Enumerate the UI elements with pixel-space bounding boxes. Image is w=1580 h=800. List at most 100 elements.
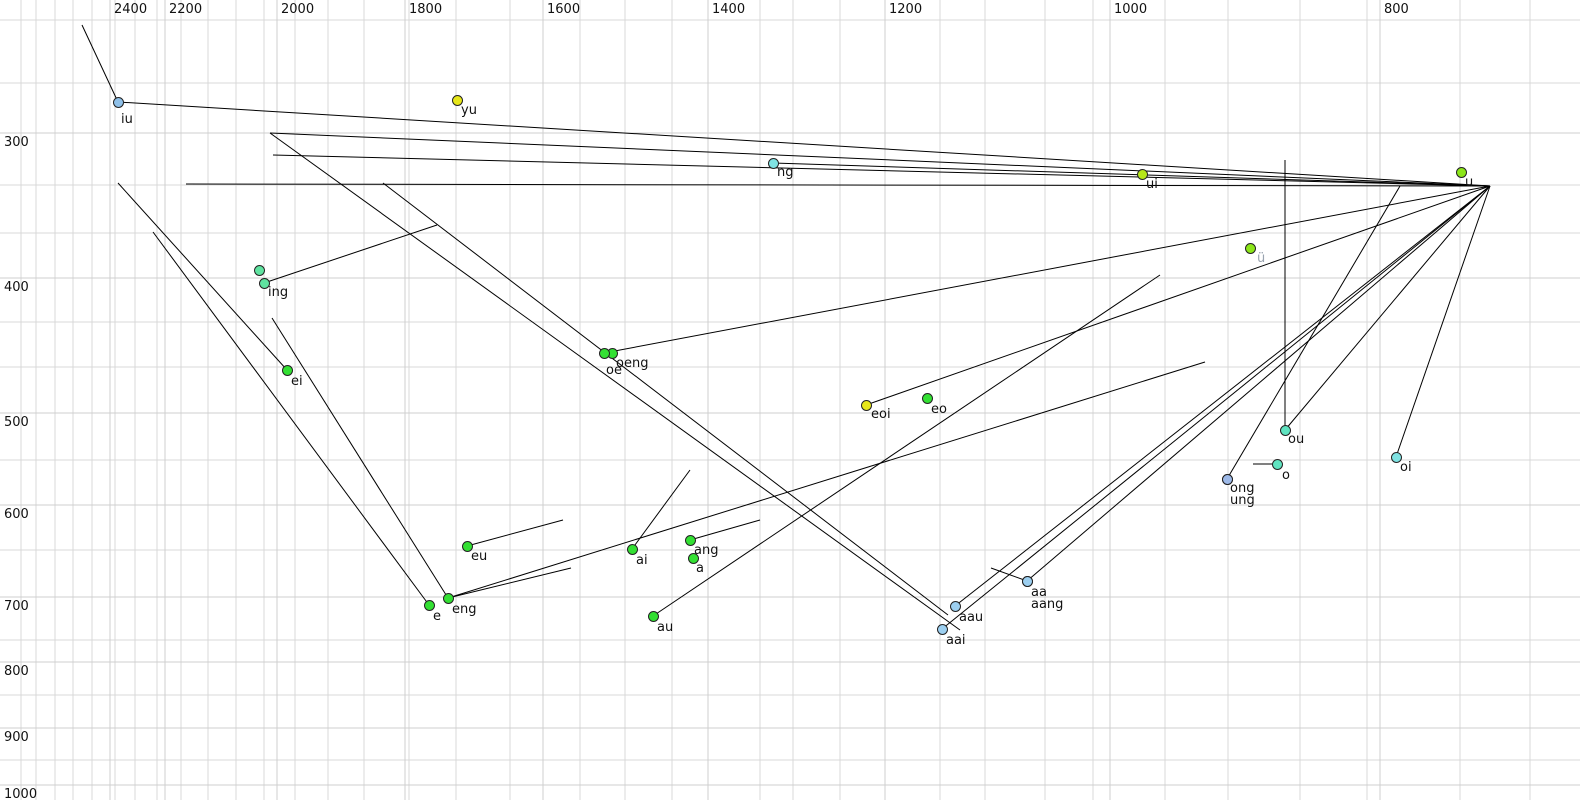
y-axis-tick-label: 800	[4, 664, 29, 679]
vowel-label-oe: oe	[606, 363, 622, 378]
vowel-label-aa: aa	[1031, 585, 1047, 600]
vowel-label-a: a	[696, 561, 704, 576]
vowel-label-ou: ou	[1288, 432, 1305, 447]
trajectory-line	[447, 361, 1206, 599]
vowel-point-eu[interactable]	[462, 541, 473, 552]
vowel-point-e[interactable]	[424, 600, 435, 611]
vowel-point-au[interactable]	[648, 611, 659, 622]
y-axis-tick-label: 900	[4, 730, 29, 745]
x-axis-tick-label: 800	[1384, 2, 1409, 17]
trajectory-line	[689, 519, 761, 541]
trajectory-line	[603, 185, 1491, 354]
x-axis-tick-label: 2400	[114, 2, 148, 17]
vowel-label-eu: eu	[471, 549, 488, 564]
vowel-point-oi[interactable]	[1391, 452, 1402, 463]
y-axis-tick-label: 400	[4, 280, 29, 295]
vowel-point-u[interactable]	[1456, 167, 1467, 178]
trajectory-line	[272, 154, 1491, 187]
trajectory-line	[185, 183, 1491, 187]
vowel-label-eoi: eoi	[871, 407, 891, 422]
vowel-label-ong: ong	[1230, 481, 1255, 496]
vowel-label-eo: eo	[931, 402, 947, 417]
trajectory-line	[652, 274, 1161, 617]
x-axis-tick-label: 1000	[1114, 2, 1148, 17]
vowel-point-eng[interactable]	[443, 593, 454, 604]
vowel-label-e: e	[433, 609, 441, 624]
vowel-point-ui[interactable]	[1137, 169, 1148, 180]
x-axis-tick-label: 1800	[409, 2, 443, 17]
trajectory-line	[81, 24, 1491, 187]
vowel-label-ng: ng	[777, 165, 794, 180]
trajectory-line	[1026, 185, 1491, 582]
trajectory-line	[772, 162, 1491, 187]
vowel-point-yu[interactable]	[452, 95, 463, 106]
vowel-label-aai: aai	[946, 633, 966, 648]
vowel-point[interactable]	[254, 265, 265, 276]
vowel-point-aang[interactable]	[1022, 576, 1033, 587]
trajectory-line	[1395, 185, 1491, 458]
trajectory-lines	[81, 24, 1491, 631]
trajectory-line	[941, 185, 1491, 630]
vowel-point-o[interactable]	[1272, 459, 1283, 470]
vowel-point-ai[interactable]	[627, 544, 638, 555]
trajectory-line	[1226, 185, 1401, 480]
trajectory-line	[954, 185, 1491, 607]
vowel-label-oi: oi	[1400, 460, 1412, 475]
y-axis-tick-label: 1000	[4, 787, 38, 800]
vowel-label-oeng: oeng	[616, 356, 649, 371]
vowel-label-aau: aau	[959, 610, 984, 625]
vowel-label-ang: ang	[694, 543, 719, 558]
x-axis-tick-label: 1600	[547, 2, 581, 17]
vowel-point-ei[interactable]	[282, 365, 293, 376]
trajectory-line	[263, 224, 438, 284]
vowel-label-ing: ing	[268, 285, 289, 300]
trajectory-line	[117, 182, 288, 371]
y-axis-tick-label: 600	[4, 507, 29, 522]
trajectory-line	[631, 469, 691, 550]
vowel-label-yu: yu	[461, 103, 477, 118]
y-axis-tick-label: 700	[4, 599, 29, 614]
vowel-point-ang[interactable]	[685, 535, 696, 546]
vowel-label-u: u	[1465, 175, 1474, 190]
y-axis-tick-label: 500	[4, 415, 29, 430]
vowel-label-ai: ai	[636, 553, 648, 568]
x-axis-tick-label: 2200	[169, 2, 203, 17]
trajectory-line	[865, 185, 1491, 406]
vowel-point-a[interactable]	[688, 553, 699, 564]
vowel-point-ung[interactable]	[1222, 474, 1233, 485]
y-axis-tick-label: 300	[4, 135, 29, 150]
trajectory-line	[269, 132, 1491, 187]
trajectory-line	[1284, 185, 1491, 431]
vowel-point-aau[interactable]	[950, 601, 961, 612]
vowel-label-ei: ei	[291, 374, 303, 389]
x-axis-tick-label: 2000	[281, 2, 315, 17]
trajectory-line	[382, 182, 949, 616]
trajectory-line	[447, 567, 572, 599]
vowel-label-o: o	[1282, 468, 1290, 483]
trajectory-line	[269, 132, 961, 631]
vowel-label-iu: iu	[121, 112, 133, 127]
vowel-label-au: au	[657, 620, 674, 635]
vowel-label-ui: ui	[1146, 177, 1158, 192]
vowel-label-aang: aang	[1031, 597, 1064, 612]
vowel-point-iu[interactable]	[113, 97, 124, 108]
x-axis-tick-label: 1400	[712, 2, 746, 17]
trajectory-line	[466, 519, 564, 547]
vowel-label-ü: ü	[1257, 251, 1266, 266]
trajectory-line	[152, 231, 430, 606]
vowel-point-ng[interactable]	[768, 158, 779, 169]
vowel-point-eo[interactable]	[922, 393, 933, 404]
vowel-point-ou[interactable]	[1280, 425, 1291, 436]
vowel-label-ung: ung	[1230, 493, 1255, 508]
vowel-point-ing[interactable]	[259, 278, 270, 289]
x-axis-tick-label: 1200	[889, 2, 923, 17]
vowel-point-oe[interactable]	[599, 348, 610, 359]
trajectory-line	[271, 317, 449, 599]
vowel-point-eoi[interactable]	[861, 400, 872, 411]
vowel-point-aai[interactable]	[937, 624, 948, 635]
vowel-point-ü[interactable]	[1245, 243, 1256, 254]
